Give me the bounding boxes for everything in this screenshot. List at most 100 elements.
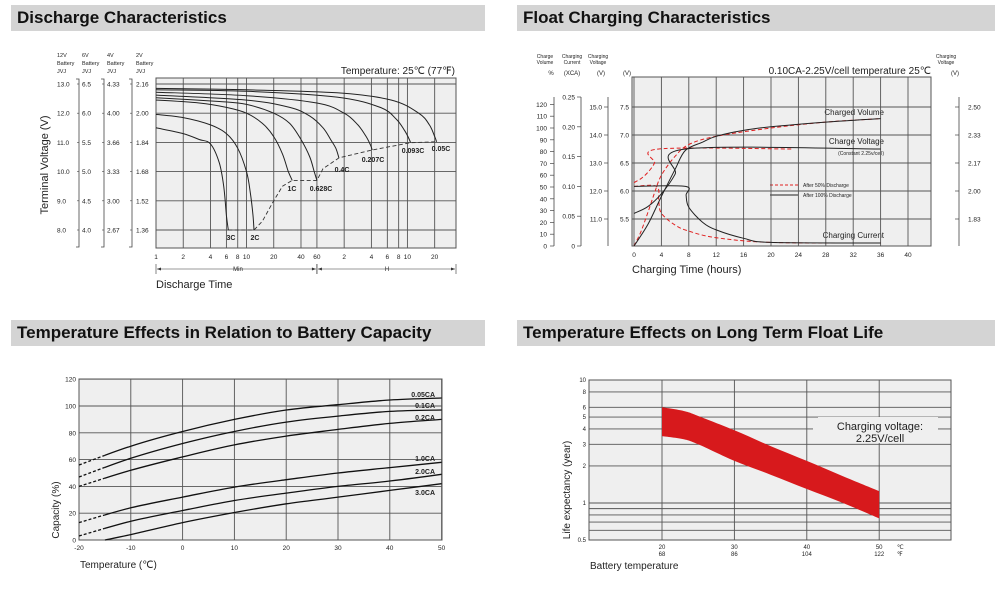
- discharge-y-tick-label: 12.0: [57, 111, 70, 118]
- charge-volume-tick-label: 10: [540, 232, 548, 239]
- charging-voltage-cell-tick-label: 2.33: [968, 133, 981, 140]
- discharge-x-tick-label: 60: [313, 254, 321, 261]
- charge-volume-tick-label: 120: [536, 102, 547, 109]
- float-axis-header: Current: [564, 60, 581, 66]
- discharge-y-tick-label: 4.33: [107, 82, 120, 89]
- discharge-x-tick-label: 10: [243, 254, 251, 261]
- charging-current-tick-label: 0.15: [562, 154, 575, 161]
- charging-voltage-value: 2.25V/cell: [856, 433, 904, 445]
- charging-current-tick-label: 0: [571, 244, 575, 251]
- capacity-curve-label: 1.0CA: [415, 456, 435, 463]
- float-axis-header: Volume: [537, 60, 554, 66]
- discharge-x-tick-label: 4: [209, 254, 213, 261]
- discharge-x-tick-label: 1: [154, 254, 158, 261]
- discharge-x-label: Discharge Time: [156, 279, 232, 291]
- discharge-x-tick-label: 20: [431, 254, 439, 261]
- discharge-axis-bracket: [76, 78, 80, 248]
- charge-volume-tick-label: 40: [540, 196, 548, 203]
- discharge-axis-header: Battery: [57, 61, 75, 67]
- discharge-x-tick-label: 40: [297, 254, 305, 261]
- capacity-y-tick-label: 0: [72, 538, 76, 545]
- life-x-label: Battery temperature: [590, 561, 679, 572]
- charge-volume-tick-label: 20: [540, 220, 548, 227]
- voltage-6v-tick-label: 6.5: [620, 161, 629, 168]
- panel-title-float-life: Temperature Effects on Long Term Float L…: [517, 320, 995, 346]
- discharge-curve-0.093C: [155, 89, 412, 143]
- float-charging-chart: 0.10CA-2.25V/cell temperature 25℃ Chargi…: [536, 54, 981, 276]
- discharge-curve-0.207C: [155, 91, 373, 151]
- discharge-axis-header: Battery: [82, 61, 100, 67]
- float-x-tick-label: 24: [795, 252, 803, 259]
- discharge-curve-label: 0.05C: [432, 146, 451, 153]
- panel-title-discharge: Discharge Characteristics: [11, 5, 485, 31]
- discharge-y-tick-label: 5.5: [82, 140, 91, 147]
- charge-volume-tick-label: 80: [540, 149, 548, 156]
- annotation-background: [818, 417, 938, 443]
- charging-voltage-12v-tick-label: 11.0: [590, 217, 603, 224]
- charge-voltage-curve-100: [633, 146, 881, 214]
- life-y-label: Life expectancy (year): [562, 441, 573, 539]
- discharge-y-tick-label: 8.0: [57, 228, 66, 235]
- capacity-y-tick-label: 80: [69, 430, 77, 437]
- discharge-curve-1C: [155, 99, 293, 181]
- capacity-curve-0.05CA: [104, 397, 442, 456]
- panel-title-float-charging: Float Charging Characteristics: [517, 5, 995, 31]
- charging-voltage-cell-tick-label: 2.50: [968, 105, 981, 112]
- charging-current-curve-50: [633, 184, 881, 244]
- charge-volume-tick-label: 70: [540, 161, 548, 168]
- discharge-x-tick-label: 4: [370, 254, 374, 261]
- discharge-curve-label: 0.4C: [335, 167, 350, 174]
- discharge-x-tick-label: 2: [342, 254, 346, 261]
- life-x-tick-celsius: 20: [659, 545, 666, 551]
- float-axis-header-unit: %: [548, 71, 554, 77]
- life-y-tick-label: 6: [583, 405, 587, 411]
- capacity-curve-1.0CA: [104, 461, 442, 516]
- discharge-y-tick-label: 2.00: [136, 111, 149, 118]
- discharge-curve-3C: [155, 127, 229, 231]
- charging-voltage-12v-tick-label: 13.0: [589, 161, 602, 168]
- charging-voltage-12v-tick-label: 12.0: [589, 189, 602, 196]
- float-axis-header: Charging: [936, 54, 957, 60]
- discharge-y-tick-label: 3.66: [107, 140, 120, 147]
- capacity-y-tick-label: 60: [69, 457, 77, 464]
- life-y-tick-label: 2: [583, 464, 587, 470]
- discharge-x-tick-label: 20: [270, 254, 278, 261]
- discharge-curve-0.628C: [155, 97, 318, 181]
- legend-100-label: After 100% Discharge: [803, 193, 852, 199]
- discharge-x-tick-label: 2: [181, 254, 185, 261]
- charging-current-tick-label: 0.25: [562, 95, 575, 102]
- capacity-y-tick-label: 20: [69, 511, 77, 518]
- float-axis-header-unit: (V): [597, 71, 605, 77]
- charged-volume-curve-100: [633, 118, 881, 247]
- float-life-chart: Battery temperature Life expectancy (yea…: [562, 378, 952, 572]
- capacity-y-tick-label: 40: [69, 484, 77, 491]
- voltage-6v-tick-label: 6.0: [620, 189, 629, 196]
- life-y-tick-label: 3: [583, 442, 587, 448]
- discharge-temperature-note: Temperature: 25℃ (77℉): [341, 66, 455, 77]
- float-x-tick-label: 32: [850, 252, 858, 259]
- life-x-tick-fahrenheit: 68: [659, 552, 666, 558]
- voltage-6v-tick-label: 7.0: [620, 133, 629, 140]
- charging-voltage-12v-tick-label: 15.0: [589, 105, 602, 112]
- discharge-axis-bracket: [101, 78, 105, 248]
- discharge-plot-area: [155, 77, 457, 249]
- float-x-tick-label: 40: [904, 252, 912, 259]
- life-x-tick-celsius: 40: [803, 545, 810, 551]
- life-x-tick-fahrenheit: 86: [731, 552, 738, 558]
- discharge-chart: Temperature: 25℃ (77℉) Discharge Time Te…: [39, 53, 457, 291]
- float-x-tick-label: 4: [660, 252, 664, 259]
- discharge-axis-header: 4V: [107, 53, 114, 59]
- capacity-x-tick-label: -20: [74, 545, 84, 552]
- capacity-x-tick-label: 40: [386, 545, 394, 552]
- life-y-tick-label: 0.5: [578, 538, 587, 544]
- float-axis-header: Voltage: [590, 60, 607, 66]
- float-axis-header: Charge: [537, 54, 554, 60]
- voltage-6v-tick-label: 5.5: [620, 217, 629, 224]
- discharge-axis-header: JVJ: [136, 69, 145, 75]
- discharge-x-tick-label: 8: [397, 254, 401, 261]
- float-x-tick-label: 12: [713, 252, 721, 259]
- discharge-curve-label: 0.628C: [310, 186, 333, 193]
- charging-current-tick-label: 0.10: [562, 184, 575, 191]
- charge-volume-tick-label: 90: [540, 137, 548, 144]
